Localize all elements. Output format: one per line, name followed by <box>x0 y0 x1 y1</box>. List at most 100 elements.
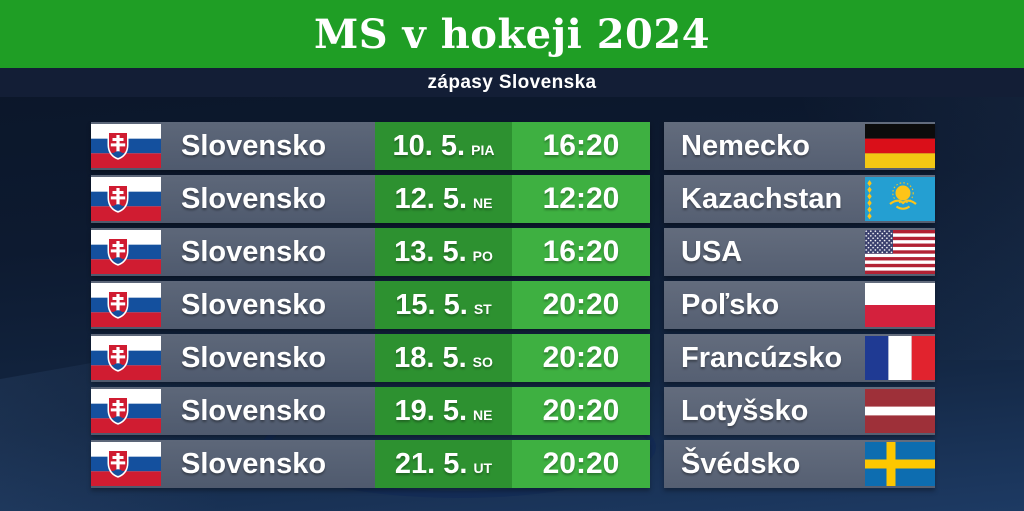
match-weekday: SO <box>472 353 493 370</box>
match-time-cell: 20:20 <box>512 281 650 329</box>
france-flag-icon <box>865 336 935 380</box>
match-weekday: PO <box>472 247 493 264</box>
segment-gap <box>650 122 664 170</box>
match-time: 16:20 <box>542 129 620 162</box>
match-date-wrap: 15. 5. ST <box>395 289 491 322</box>
opponent-name: Kazachstan <box>681 182 843 215</box>
match-time-cell: 16:20 <box>512 122 650 170</box>
home-team-name: Slovensko <box>181 235 327 268</box>
kazakhstan-flag-icon <box>865 177 935 221</box>
opponent-name: Poľsko <box>681 288 780 321</box>
match-row: Slovensko 15. 5. ST 20:20 Poľsko <box>91 281 935 329</box>
match-date-wrap: 10. 5. PIA <box>393 130 495 163</box>
match-date-cell: 21. 5. UT <box>375 440 512 488</box>
match-time-cell: 12:20 <box>512 175 650 223</box>
match-date-cell: 18. 5. SO <box>375 334 512 382</box>
home-team-section: Slovensko <box>91 281 375 329</box>
match-date: 18. 5. <box>394 341 467 374</box>
match-date-wrap: 19. 5. NE <box>394 395 492 428</box>
match-weekday: UT <box>473 459 493 476</box>
page-title: MS v hokeji 2024 <box>313 10 711 58</box>
slovakia-flag-icon <box>91 336 161 380</box>
slovakia-flag-icon <box>91 177 161 221</box>
home-team-section: Slovensko <box>91 387 375 435</box>
opponent-section: Kazachstan <box>664 175 935 223</box>
match-date-cell: 19. 5. NE <box>375 387 512 435</box>
match-date: 19. 5. <box>394 394 468 427</box>
match-date-cell: 10. 5. PIA <box>375 122 512 170</box>
home-team-section: Slovensko <box>91 228 375 276</box>
latvia-flag-icon <box>865 389 935 433</box>
match-date: 21. 5. <box>394 447 468 480</box>
match-date-wrap: 12. 5. NE <box>394 183 492 216</box>
page-subtitle: zápasy Slovenska <box>427 71 597 93</box>
match-weekday: ST <box>473 300 492 317</box>
match-date: 12. 5. <box>394 182 468 215</box>
subtitle-bar: zápasy Slovenska <box>0 68 1024 97</box>
match-date-wrap: 18. 5. SO <box>394 342 493 375</box>
segment-gap <box>650 440 664 488</box>
match-date-cell: 15. 5. ST <box>375 281 512 329</box>
match-weekday: NE <box>473 406 493 423</box>
slovakia-flag-icon <box>91 283 161 327</box>
opponent-name: Nemecko <box>681 129 810 162</box>
match-date-cell: 13. 5. PO <box>375 228 512 276</box>
opponent-name: Švédsko <box>681 447 801 480</box>
opponent-section: Lotyšsko <box>664 387 935 435</box>
home-team-name: Slovensko <box>181 447 327 480</box>
match-date: 13. 5. <box>394 235 467 268</box>
opponent-section: Švédsko <box>664 440 935 488</box>
match-time-cell: 20:20 <box>512 387 650 435</box>
match-date-cell: 12. 5. NE <box>375 175 512 223</box>
match-date-wrap: 13. 5. PO <box>394 236 493 269</box>
match-time: 20:20 <box>542 288 620 321</box>
home-team-section: Slovensko <box>91 334 375 382</box>
home-team-name: Slovensko <box>181 129 327 162</box>
match-row: Slovensko 12. 5. NE 12:20 Kazachstan <box>91 175 935 223</box>
slovakia-flag-icon <box>91 124 161 168</box>
poland-flag-icon <box>865 283 935 327</box>
match-date: 10. 5. <box>392 129 466 162</box>
segment-gap <box>650 281 664 329</box>
match-time: 12:20 <box>542 182 620 215</box>
segment-gap <box>650 334 664 382</box>
opponent-section: USA <box>664 228 935 276</box>
home-team-name: Slovensko <box>181 182 327 215</box>
match-row: Slovensko 10. 5. PIA 16:20 Nemecko <box>91 122 935 170</box>
match-time: 20:20 <box>542 394 620 427</box>
match-date: 15. 5. <box>395 288 468 321</box>
opponent-section: Francúzsko <box>664 334 935 382</box>
segment-gap <box>650 175 664 223</box>
match-time-cell: 20:20 <box>512 440 650 488</box>
title-bar: MS v hokeji 2024 <box>0 0 1024 68</box>
opponent-name: Francúzsko <box>681 341 843 374</box>
home-team-section: Slovensko <box>91 122 375 170</box>
slovakia-flag-icon <box>91 389 161 433</box>
match-date-wrap: 21. 5. UT <box>395 448 492 481</box>
germany-flag-icon <box>865 124 935 168</box>
opponent-section: Nemecko <box>664 122 935 170</box>
match-time: 20:20 <box>542 341 620 374</box>
opponent-section: Poľsko <box>664 281 935 329</box>
match-weekday: PIA <box>471 141 495 158</box>
home-team-name: Slovensko <box>181 394 327 427</box>
match-list: Slovensko 10. 5. PIA 16:20 Nemecko Sloven… <box>91 122 935 488</box>
segment-gap <box>650 387 664 435</box>
match-time: 16:20 <box>542 235 620 268</box>
home-team-name: Slovensko <box>181 341 327 374</box>
match-row: Slovensko 21. 5. UT 20:20 Švédsko <box>91 440 935 488</box>
slovakia-flag-icon <box>91 230 161 274</box>
home-team-section: Slovensko <box>91 440 375 488</box>
home-team-name: Slovensko <box>181 288 327 321</box>
match-time-cell: 16:20 <box>512 228 650 276</box>
sweden-flag-icon <box>865 442 935 486</box>
usa-flag-icon <box>865 230 935 274</box>
match-weekday: NE <box>473 194 493 211</box>
match-row: Slovensko 13. 5. PO 16:20 USA <box>91 228 935 276</box>
slovakia-flag-icon <box>91 442 161 486</box>
match-row: Slovensko 18. 5. SO 20:20 Francúzsko <box>91 334 935 382</box>
match-row: Slovensko 19. 5. NE 20:20 Lotyšsko <box>91 387 935 435</box>
match-time-cell: 20:20 <box>512 334 650 382</box>
opponent-name: USA <box>681 235 743 268</box>
